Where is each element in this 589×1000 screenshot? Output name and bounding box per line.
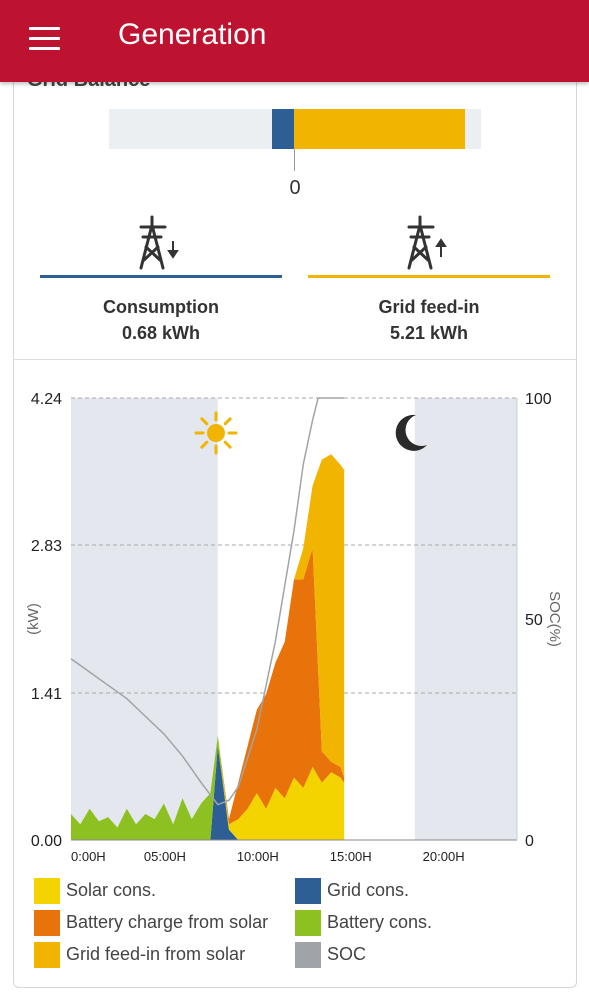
legend-item[interactable]: Battery cons.: [295, 908, 565, 938]
x-tick-label: 15:00H: [330, 849, 372, 864]
grid-balance-card: Grid Balance 0 Consumption 0.68 kWh: [13, 60, 577, 988]
pylon-down-icon: [139, 215, 179, 270]
legend-item[interactable]: Battery charge from solar: [34, 908, 304, 938]
grid-balance-bar: [109, 109, 481, 149]
pylon-up-icon: [407, 215, 447, 270]
sun-ray: [200, 417, 209, 426]
page-title: Generation: [118, 18, 267, 51]
x-tick-label: 10:00H: [237, 849, 279, 864]
y-right-tick-label: 50: [525, 612, 543, 629]
series-grid-feed-in-from-solararea: [71, 454, 345, 828]
legend-label: Grid cons.: [327, 880, 410, 900]
series-battery-charge-from-solararea: [71, 548, 345, 828]
legend-swatch: [34, 878, 60, 904]
legend-swatch: [295, 942, 321, 968]
grid-balance-consumption-segment: [272, 109, 294, 149]
y-right-tick-label: 100: [525, 391, 552, 408]
x-tick-label: 0:00H: [71, 849, 106, 864]
sun-ray: [200, 440, 209, 449]
legend-label: Battery cons.: [327, 912, 433, 932]
legend-label: Battery charge from solar: [66, 912, 269, 932]
legend-item[interactable]: Grid feed-in from solar: [34, 940, 304, 970]
moon-icon: [395, 414, 427, 451]
app-bar: Generation: [0, 0, 589, 82]
legend-item[interactable]: Grid cons.: [295, 876, 565, 906]
consumption-value: 0.68 kWh: [121, 323, 201, 343]
y-left-tick-label: 4.24: [31, 391, 62, 408]
legend-label: Grid feed-in from solar: [66, 944, 246, 964]
generation-chart[interactable]: 4.24 2.83 1.41 0.00 100 50 0 0:00H 05:00H 10:00H 1…: [14, 371, 576, 871]
feed-in-underline: [308, 275, 550, 278]
feed-in-label: Grid feed-in: [378, 297, 480, 317]
night-shade-0: [71, 398, 218, 840]
legend-item[interactable]: SOC: [295, 940, 565, 970]
section-divider: [14, 359, 576, 360]
legend-label: SOC: [327, 944, 367, 964]
sun-ray: [223, 417, 232, 426]
menu-icon[interactable]: [26, 22, 66, 58]
series-battery-cons-area: [71, 735, 345, 840]
consumption-label: Consumption: [103, 297, 219, 317]
y-left-axis-title: (kW): [25, 603, 42, 635]
series-soc-line: [70, 397, 345, 806]
y-left-tick-label: 1.41: [31, 686, 62, 703]
balance-zero-tick: [294, 149, 295, 171]
grid-balance-feed-in-segment: [294, 109, 465, 149]
legend-swatch: [34, 942, 60, 968]
legend-label: Solar cons.: [66, 880, 157, 900]
y-left-tick-label: 2.83: [31, 538, 62, 555]
y-right-tick-label: 0: [525, 833, 534, 850]
y-left-tick-label: 0.00: [31, 833, 62, 850]
legend-swatch: [295, 910, 321, 936]
x-tick-label: 20:00H: [423, 849, 465, 864]
night-shade-1: [414, 398, 517, 840]
balance-zero-label: 0: [289, 177, 301, 199]
x-tick-label: 05:00H: [144, 849, 186, 864]
sun-icon: [207, 424, 225, 442]
feed-in-value: 5.21 kWh: [389, 323, 469, 343]
consumption-underline: [40, 275, 282, 278]
y-right-axis-title: SOC(%): [546, 591, 563, 647]
legend-swatch: [295, 878, 321, 904]
legend-swatch: [34, 910, 60, 936]
series-solar-cons-area: [71, 735, 345, 840]
sun-ray: [223, 440, 232, 449]
legend-item[interactable]: Solar cons.: [34, 876, 304, 906]
